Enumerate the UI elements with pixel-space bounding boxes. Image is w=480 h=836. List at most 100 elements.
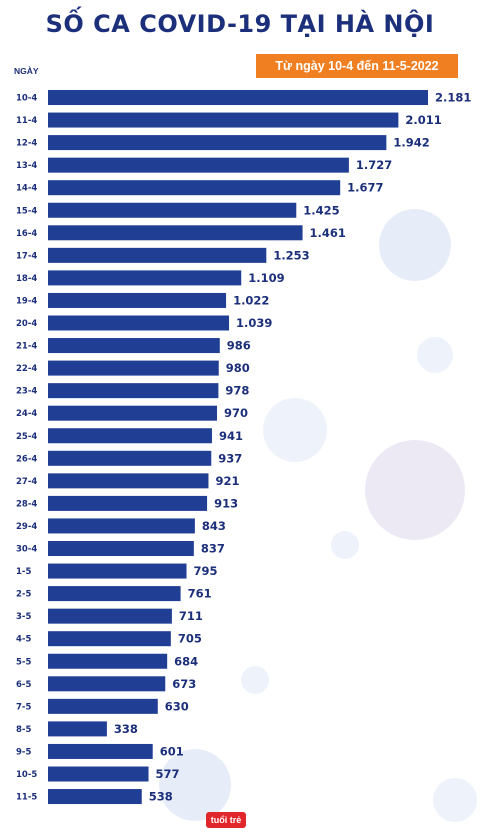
- category-label: 11-5: [16, 793, 37, 803]
- value-label: 1.039: [236, 316, 272, 330]
- category-label: 25-4: [16, 432, 37, 442]
- category-label: 20-4: [16, 319, 37, 329]
- decoration: [159, 209, 477, 822]
- value-label: 1.461: [310, 226, 346, 240]
- bar: [48, 450, 212, 466]
- bar: [48, 247, 267, 263]
- category-label: 26-4: [16, 454, 37, 464]
- category-label: 19-4: [16, 296, 37, 306]
- bar: [48, 721, 107, 737]
- bar: [48, 180, 341, 196]
- bar: [48, 428, 212, 444]
- bar: [48, 135, 387, 151]
- bar: [48, 360, 219, 376]
- category-label: 13-4: [16, 161, 37, 171]
- value-label: 2.181: [435, 91, 471, 105]
- category-label: 29-4: [16, 522, 37, 532]
- category-label: 12-4: [16, 139, 37, 149]
- bar: [48, 518, 195, 534]
- category-label: 10-5: [16, 770, 37, 780]
- bar: [48, 766, 149, 782]
- category-label: 11-4: [16, 116, 37, 126]
- value-label: 937: [218, 451, 242, 465]
- bar: [48, 676, 166, 692]
- value-label: 761: [188, 587, 212, 601]
- value-label: 843: [202, 519, 226, 533]
- y-axis-label: NGÀY: [14, 66, 39, 76]
- category-label: 22-4: [16, 364, 37, 374]
- bar: [48, 698, 158, 714]
- category-label: 4-5: [16, 635, 31, 645]
- bar: [48, 90, 428, 105]
- bar: [48, 405, 218, 421]
- category-label: 8-5: [16, 725, 31, 735]
- value-label: 711: [179, 609, 203, 623]
- category-label: 14-4: [16, 184, 37, 194]
- category-label: 10-4: [16, 94, 37, 104]
- value-label: 1.109: [248, 271, 284, 285]
- value-label: 1.677: [347, 181, 383, 195]
- value-label: 673: [172, 677, 196, 691]
- value-label: 1.253: [273, 248, 309, 262]
- bar: [48, 270, 242, 286]
- bar: [48, 789, 142, 805]
- value-label: 1.727: [356, 158, 392, 172]
- bar: [48, 338, 220, 354]
- value-label: 1.022: [233, 293, 269, 307]
- value-label: 684: [174, 654, 198, 668]
- value-label: 577: [156, 767, 180, 781]
- value-label: 2.011: [405, 113, 441, 127]
- category-label: 28-4: [16, 499, 37, 509]
- value-label: 986: [227, 339, 251, 353]
- value-label: 705: [178, 632, 202, 646]
- value-label: 795: [194, 564, 218, 578]
- category-label: 18-4: [16, 274, 37, 284]
- bar: [48, 586, 181, 602]
- bar: [48, 653, 168, 669]
- value-label: 970: [224, 406, 248, 420]
- value-label: 338: [114, 722, 138, 736]
- category-label: 23-4: [16, 387, 37, 397]
- value-label: 980: [226, 361, 250, 375]
- category-label: 15-4: [16, 206, 37, 216]
- bar: [48, 383, 219, 399]
- bar: [48, 473, 209, 489]
- category-label: 24-4: [16, 409, 37, 419]
- category-label: 16-4: [16, 229, 37, 239]
- bar: [48, 157, 349, 173]
- bar: [48, 315, 230, 331]
- value-label: 601: [160, 744, 184, 758]
- category-label: 9-5: [16, 747, 31, 757]
- date-range-badge: Từ ngày 10-4 đến 11-5-2022: [256, 54, 458, 78]
- value-label: 538: [149, 790, 173, 804]
- value-label: 978: [225, 384, 249, 398]
- bar: [48, 202, 297, 218]
- category-label: 17-4: [16, 251, 37, 261]
- bar: [48, 743, 153, 759]
- tuoitre-logo: tuổi trẻ: [206, 812, 246, 828]
- category-label: 5-5: [16, 657, 31, 667]
- category-label: 7-5: [16, 702, 31, 712]
- value-label: 913: [214, 496, 238, 510]
- bar: [48, 541, 194, 556]
- bar: [48, 112, 399, 128]
- bars-layer: 10-4 2.181 11-4 2.011 12-4 1.942 13-4 1.727 14-4…: [16, 90, 471, 805]
- category-label: 1-5: [16, 567, 31, 577]
- value-label: 837: [201, 542, 225, 556]
- value-label: 630: [165, 699, 189, 713]
- bar: [48, 608, 172, 624]
- value-label: 921: [215, 474, 239, 488]
- category-label: 30-4: [16, 545, 37, 555]
- bar: [48, 563, 187, 579]
- category-label: 27-4: [16, 477, 37, 487]
- bar: [48, 631, 171, 647]
- category-label: 2-5: [16, 590, 31, 600]
- bar: [48, 292, 227, 308]
- category-label: 3-5: [16, 612, 31, 622]
- value-label: 1.942: [393, 136, 429, 150]
- value-label: 1.425: [303, 203, 339, 217]
- value-label: 941: [219, 429, 243, 443]
- category-label: 6-5: [16, 680, 31, 690]
- chart-title: SỐ CA COVID-19 TẠI HÀ NỘI: [45, 10, 435, 38]
